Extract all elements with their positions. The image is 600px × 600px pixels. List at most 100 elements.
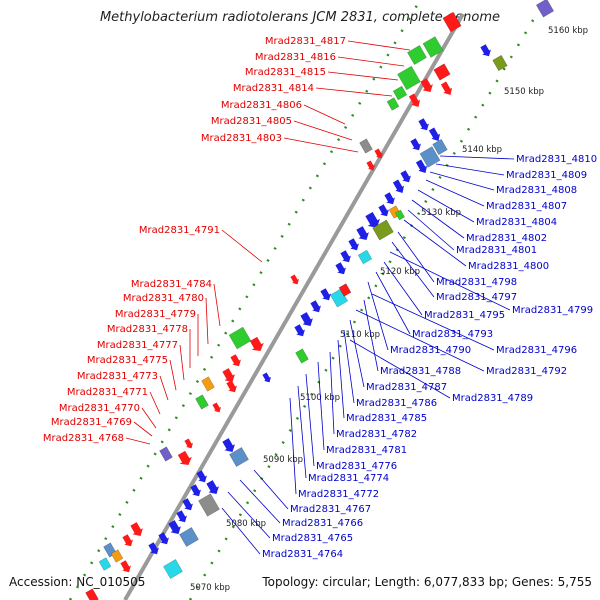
scale-tick-label: 5090 kbp — [263, 455, 303, 465]
genome-info-text: Topology: circular; Length: 6,077,833 bp… — [262, 575, 592, 589]
gene-label-reverse: Mrad2831_4768 — [43, 433, 124, 444]
gene-label-forward: Mrad2831_4788 — [380, 366, 461, 377]
leader-line — [303, 104, 346, 125]
gene-feature — [295, 348, 309, 364]
gene-feature-arrow — [130, 522, 143, 537]
leader-line — [221, 229, 263, 263]
gene-feature-arrow — [310, 300, 321, 313]
gene-feature — [229, 447, 249, 467]
gene-feature-arrow — [410, 138, 421, 151]
gene-feature-arrow — [418, 118, 429, 131]
leader-line — [383, 261, 423, 316]
gene-feature-arrow — [384, 192, 395, 205]
gene-feature — [419, 146, 441, 168]
gene-label-forward: Mrad2831_4764 — [262, 549, 343, 560]
gene-feature — [492, 54, 508, 72]
gene-label-reverse: Mrad2831_4817 — [265, 36, 346, 47]
leader-line — [343, 329, 355, 404]
gene-feature-arrow — [290, 274, 299, 285]
leader-line — [169, 359, 177, 391]
gene-feature — [386, 97, 400, 111]
gene-feature-arrow — [408, 93, 421, 108]
leader-line — [315, 87, 393, 97]
gene-feature — [442, 11, 462, 33]
scale-tick-label: 5070 kbp — [190, 583, 230, 593]
leader-line — [417, 189, 475, 223]
gene-feature — [394, 209, 406, 221]
gene-label-forward: Mrad2831_4810 — [516, 154, 597, 165]
gene-feature-arrow — [230, 354, 241, 367]
gene-label-reverse: Mrad2831_4779 — [115, 309, 196, 320]
leader-line — [297, 385, 307, 479]
gene-label-forward: Mrad2831_4786 — [356, 398, 437, 409]
gene-feature-arrow — [262, 372, 271, 383]
gene-feature-arrow — [249, 336, 264, 352]
leader-line — [425, 179, 485, 207]
gene-feature-arrow — [212, 402, 221, 413]
gene-label-reverse: Mrad2831_4784 — [131, 279, 212, 290]
gene-feature — [433, 63, 451, 81]
leader-line — [205, 297, 209, 345]
gene-label-forward: Mrad2831_4799 — [512, 305, 593, 316]
leader-line — [329, 351, 335, 435]
gene-label-forward: Mrad2831_4776 — [316, 461, 397, 472]
scale-tick-label: 5130 kbp — [421, 208, 461, 218]
gene-label-forward: Mrad2831_4785 — [346, 413, 427, 424]
gene-label-forward: Mrad2831_4774 — [308, 473, 389, 484]
gene-feature-arrow — [196, 470, 207, 483]
gene-feature — [98, 557, 112, 571]
gene-feature-arrow — [222, 368, 235, 383]
gene-feature-arrow — [335, 262, 346, 275]
leader-line — [355, 309, 485, 372]
gene-feature-arrow — [415, 159, 428, 174]
leader-line — [367, 281, 389, 351]
gene-feature-arrow — [158, 532, 169, 545]
gene-feature-arrow — [120, 560, 131, 573]
scale-tick-label: 5080 kbp — [226, 519, 266, 529]
leader-line — [141, 407, 157, 429]
gene-feature — [198, 493, 220, 517]
gene-label-forward: Mrad2831_4804 — [476, 217, 557, 228]
gene-feature-arrow — [480, 44, 491, 57]
leader-line — [411, 199, 465, 239]
genome-backbone — [123, 13, 465, 600]
gene-label-reverse: Mrad2831_4814 — [233, 83, 314, 94]
gene-feature-arrow — [348, 238, 359, 251]
gene-feature-arrow — [190, 484, 201, 497]
gene-feature — [163, 559, 183, 579]
gene-label-reverse: Mrad2831_4777 — [97, 340, 178, 351]
leader-line — [227, 491, 271, 539]
leader-line — [349, 339, 451, 399]
leader-line — [371, 293, 495, 351]
gene-label-reverse: Mrad2831_4806 — [221, 100, 302, 111]
leader-line — [305, 373, 315, 467]
gene-feature — [201, 376, 215, 392]
gene-feature — [85, 588, 99, 600]
gene-feature-arrow — [184, 438, 193, 449]
gene-feature — [407, 45, 427, 65]
leader-line — [293, 120, 353, 141]
gene-feature — [228, 326, 252, 350]
gene-label-reverse: Mrad2831_4778 — [107, 324, 188, 335]
gene-label-forward: Mrad2831_4802 — [466, 233, 547, 244]
gene-feature-arrow — [294, 324, 305, 337]
gene-label-forward: Mrad2831_4772 — [298, 489, 379, 500]
gene-feature-arrow — [366, 160, 375, 171]
gene-label-forward: Mrad2831_4807 — [486, 201, 567, 212]
accession-text: Accession: NC_010505 — [9, 575, 146, 589]
gene-label-reverse: Mrad2831_4803 — [201, 133, 282, 144]
leader-line — [289, 397, 297, 495]
gene-feature-arrow — [148, 542, 159, 555]
scale-tick-label: 5140 kbp — [462, 145, 502, 155]
gene-feature-arrow — [340, 250, 351, 263]
gene-label-reverse: Mrad2831_4780 — [123, 293, 204, 304]
gene-feature-arrow — [300, 312, 313, 327]
leader-line — [327, 71, 399, 81]
gene-feature-arrow — [428, 127, 441, 142]
leader-line — [347, 40, 411, 51]
scale-tick-label: 5160 kbp — [548, 26, 588, 36]
gene-feature — [159, 446, 173, 462]
gene-feature-arrow — [122, 534, 133, 547]
